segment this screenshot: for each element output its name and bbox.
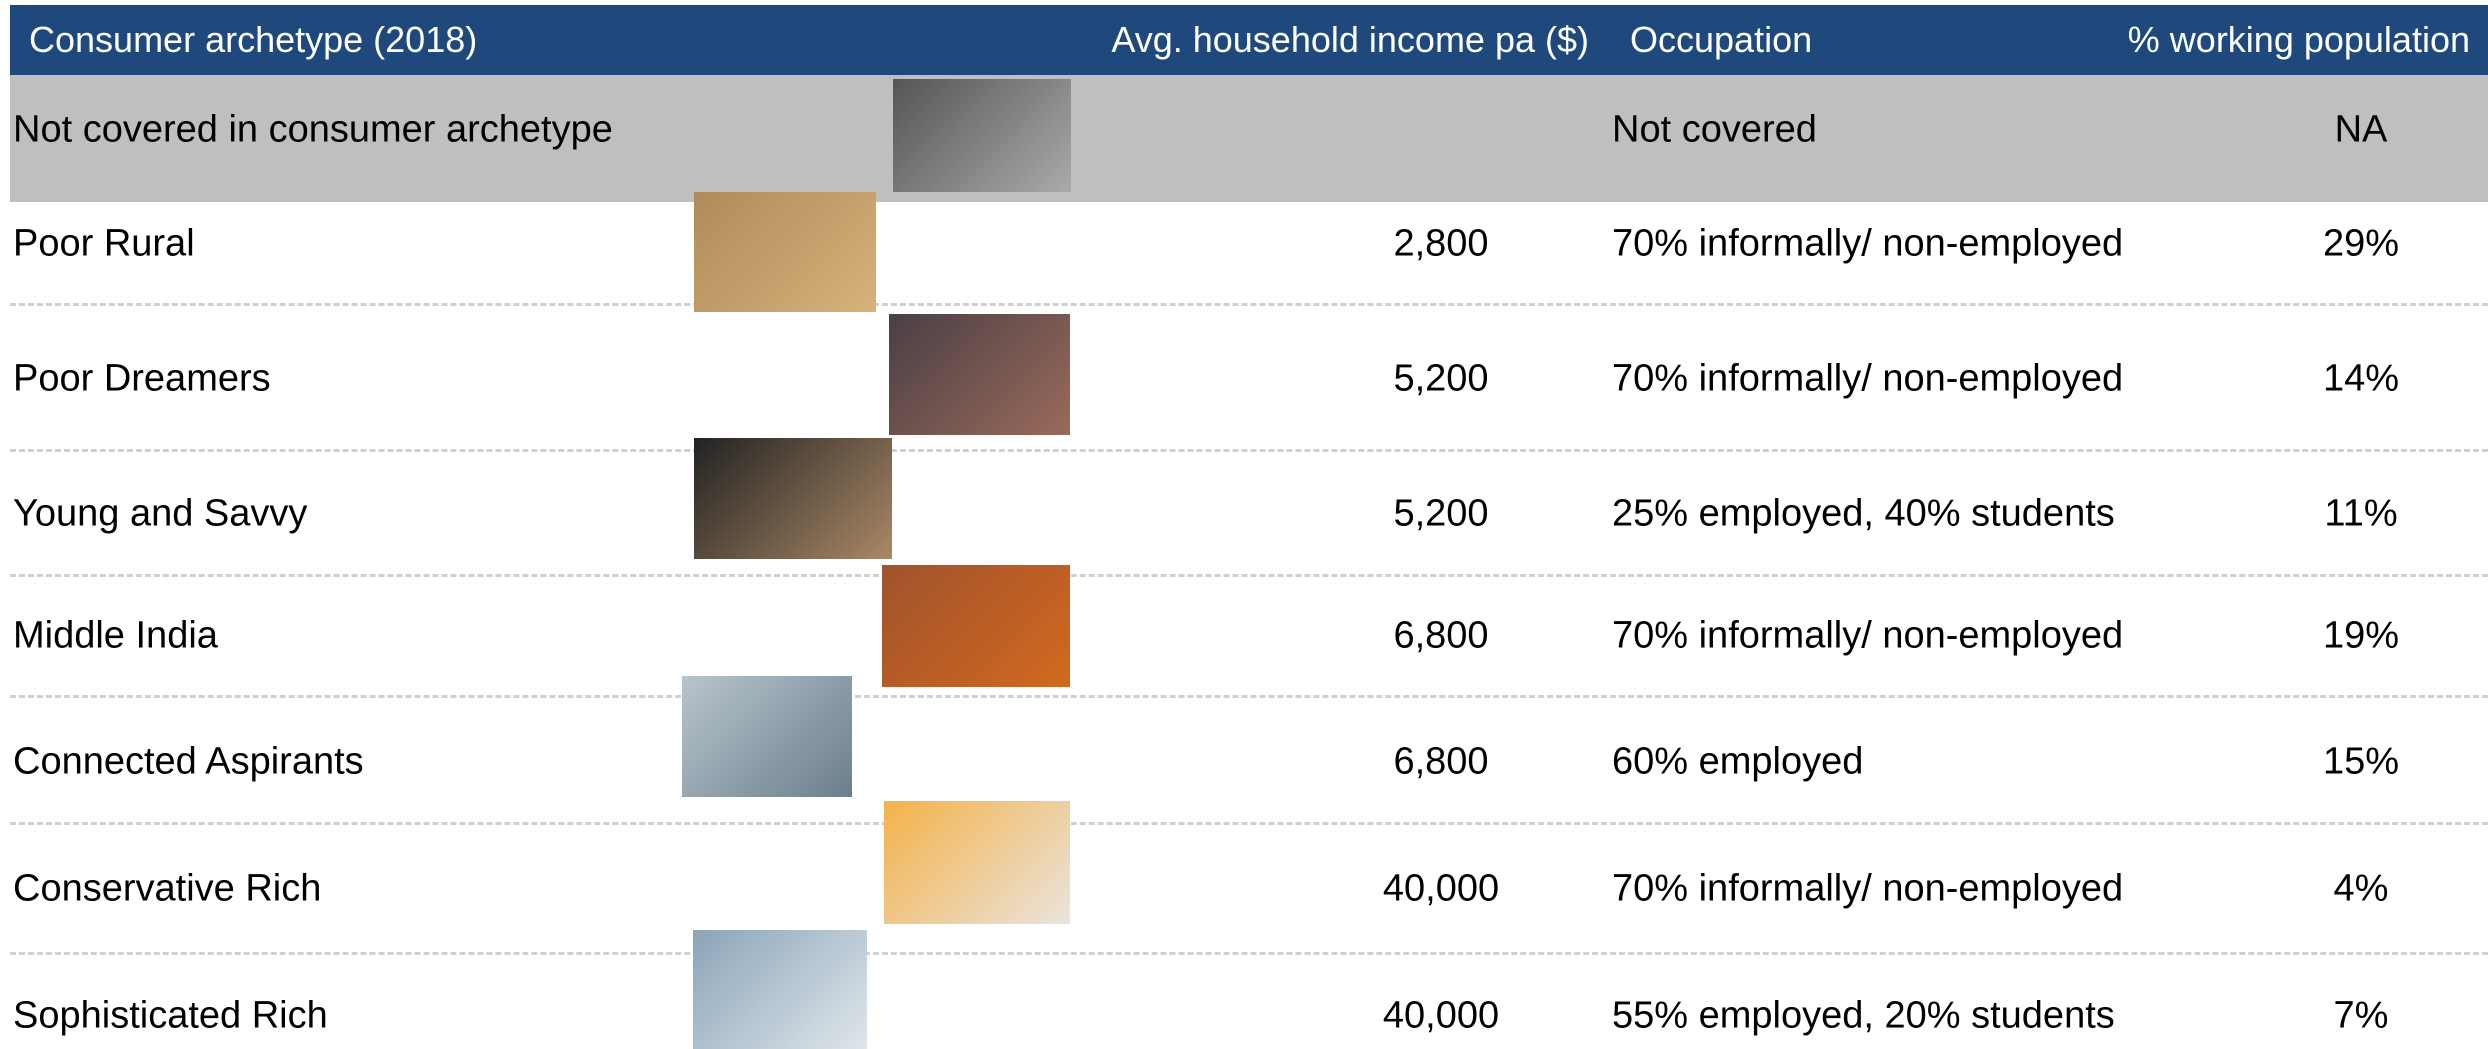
archetype-name: Sophisticated Rich (13, 994, 328, 1037)
share-cell: 15% (2322, 740, 2400, 783)
header-cell: Occupation (1630, 19, 1813, 60)
archetype-photo (882, 565, 1070, 687)
header-cell: Consumer archetype (2018) (29, 19, 478, 60)
archetype-name: Not covered in consumer archetype (13, 108, 613, 151)
archetype-photo (693, 930, 867, 1049)
archetype-name: Poor Dreamers (13, 357, 271, 400)
occupation-cell: 60% employed (1612, 740, 1864, 783)
occupation-cell: 25% employed, 40% students (1612, 492, 2115, 535)
share-cell: 11% (2324, 492, 2398, 535)
header-bar (10, 5, 2488, 75)
occupation-cell: Not covered (1612, 108, 1817, 151)
income-cell: 6,800 (1393, 740, 1489, 783)
archetype-name: Poor Rural (13, 222, 195, 265)
archetype-photo (884, 801, 1070, 924)
archetype-photo (694, 192, 876, 312)
occupation-cell: 70% informally/ non-employed (1612, 357, 2124, 400)
income-cell: 5,200 (1393, 492, 1489, 535)
income-cell: 5,200 (1393, 357, 1489, 400)
archetype-photo (694, 438, 892, 559)
occupation-cell: 70% informally/ non-employed (1612, 222, 2124, 265)
share-cell: NA (2334, 108, 2388, 151)
archetype-name: Connected Aspirants (13, 740, 364, 783)
archetype-name: Conservative Rich (13, 867, 322, 910)
share-cell: 7% (2333, 994, 2389, 1037)
share-cell: 14% (2322, 357, 2400, 400)
row-separator (10, 952, 2488, 955)
share-cell: 29% (2322, 222, 2400, 265)
income-cell: 40,000 (1382, 994, 1500, 1037)
occupation-cell: 70% informally/ non-employed (1612, 867, 2124, 910)
header-cell: % working population (2127, 19, 2470, 60)
share-cell: 4% (2333, 867, 2389, 910)
occupation-cell: 55% employed, 20% students (1612, 994, 2115, 1037)
row-separator (10, 695, 2488, 698)
header-cell: Avg. household income pa ($) (1111, 19, 1589, 60)
archetype-name: Young and Savvy (13, 492, 308, 535)
archetype-name: Middle India (13, 614, 218, 657)
row-separator (10, 449, 2488, 452)
income-cell: 6,800 (1393, 614, 1489, 657)
share-cell: 19% (2322, 614, 2400, 657)
row-separator (10, 303, 2488, 306)
uncovered-row-band (10, 75, 2488, 202)
occupation-cell: 70% informally/ non-employed (1612, 614, 2124, 657)
archetype-photo (893, 79, 1071, 192)
archetype-photo (682, 676, 852, 797)
income-cell: 40,000 (1382, 867, 1500, 910)
income-cell: 2,800 (1393, 222, 1489, 265)
row-separator (10, 574, 2488, 577)
row-separator (10, 822, 2488, 825)
archetype-photo (889, 314, 1070, 435)
